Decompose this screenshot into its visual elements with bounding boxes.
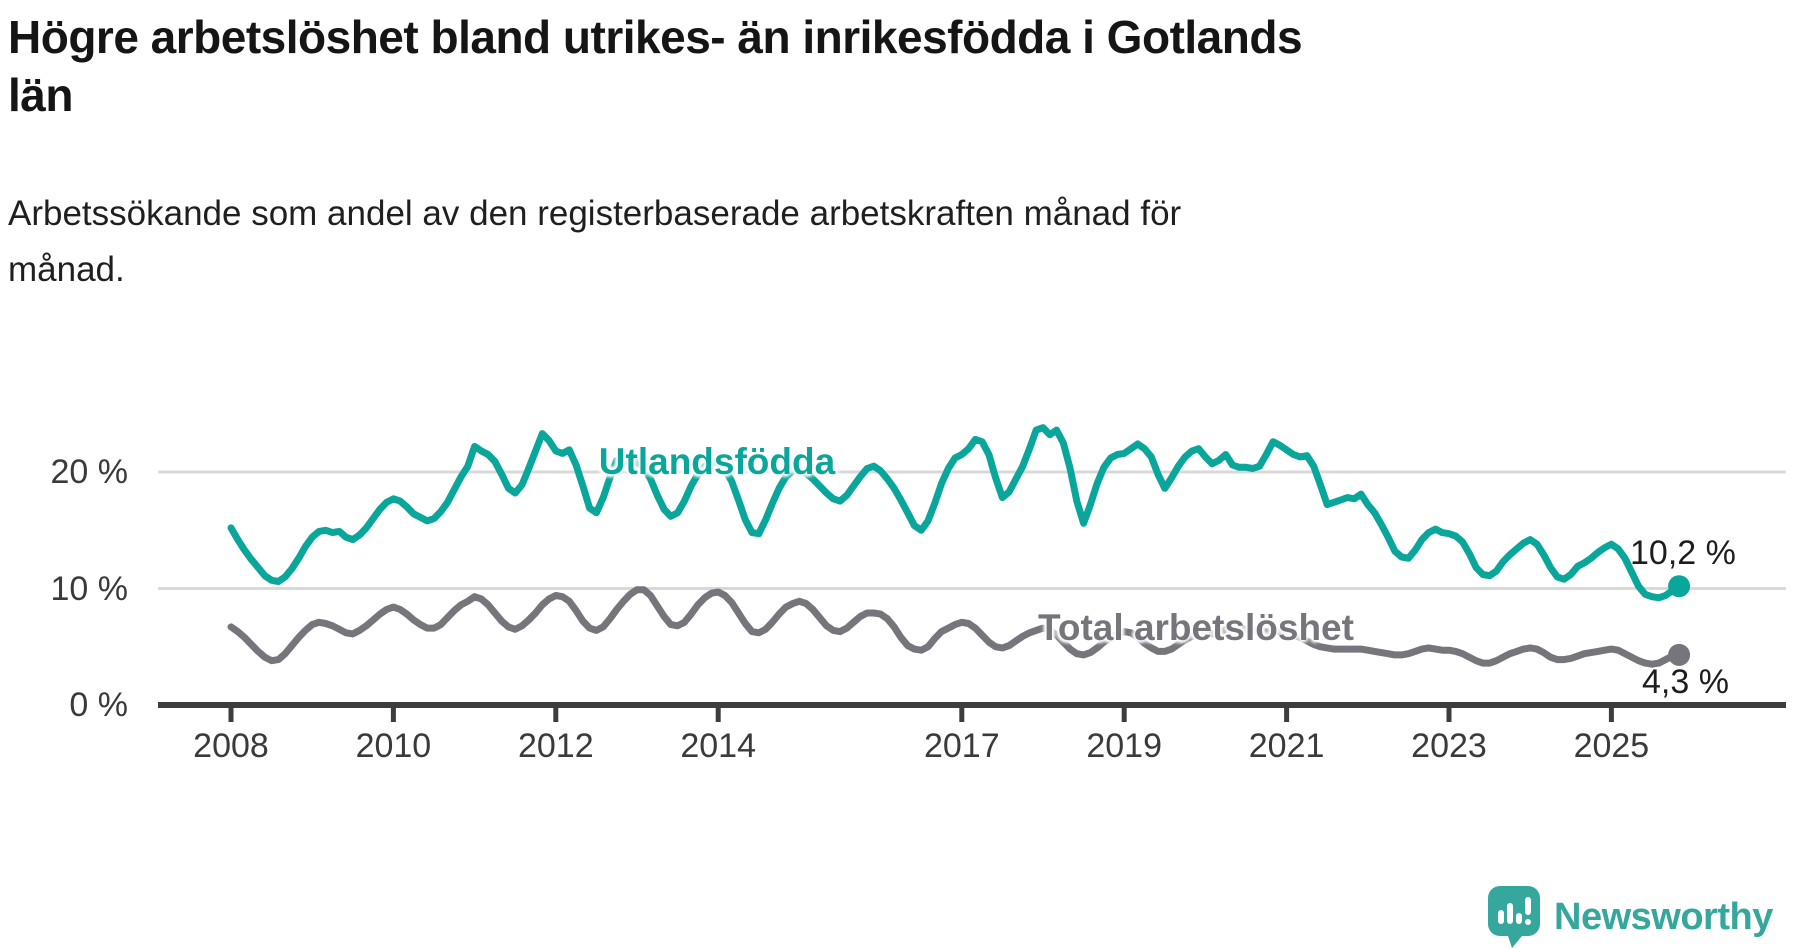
x-tick-label-2019: 2019 — [1086, 727, 1162, 765]
series-end-dot-0 — [1668, 575, 1691, 598]
series-label-total-arbetsloshet: Total arbetslöshet — [1038, 607, 1354, 648]
chart-title-line2: län — [8, 69, 73, 121]
x-tick-label-2010: 2010 — [355, 727, 432, 765]
x-tick-label-2008: 2008 — [193, 727, 269, 765]
y-tick-label-10: 10 % — [50, 569, 129, 608]
chart-subtitle-line2: månad. — [8, 250, 125, 289]
newsworthy-logo: Newsworthy — [1488, 886, 1773, 948]
x-tick-label-2012: 2012 — [517, 727, 594, 765]
end-value-label-total: 4,3 % — [1642, 663, 1729, 701]
x-tick-label-2021: 2021 — [1248, 727, 1325, 765]
series-label-utlandsfodda: Utlandsfödda — [598, 441, 836, 482]
y-tick-label-20: 20 % — [50, 453, 129, 491]
series-line-0 — [227, 424, 1683, 602]
series-line-1 — [227, 586, 1683, 668]
newsworthy-wordmark: Newsworthy — [1554, 896, 1773, 938]
chart-title-line1: Högre arbetslöshet bland utrikes- än inr… — [8, 11, 1303, 63]
chart-title: Högre arbetslöshet bland utrikes- än inr… — [8, 8, 1708, 124]
x-tick-label-2014: 2014 — [680, 727, 756, 765]
x-tick-label-2023: 2023 — [1411, 727, 1487, 765]
end-value-label-utlandsfodda: 10,2 % — [1630, 534, 1736, 572]
x-tick-label-2025: 2025 — [1573, 727, 1650, 765]
y-tick-label-0: 0 % — [69, 686, 128, 724]
series-end-dot-1 — [1668, 643, 1691, 666]
newsworthy-icon — [1488, 886, 1540, 948]
chart-subtitle: Arbetssökande som andel av den registerb… — [8, 186, 1508, 298]
x-tick-label-2017: 2017 — [923, 727, 1000, 765]
chart-subtitle-line1: Arbetssökande som andel av den registerb… — [8, 194, 1182, 233]
